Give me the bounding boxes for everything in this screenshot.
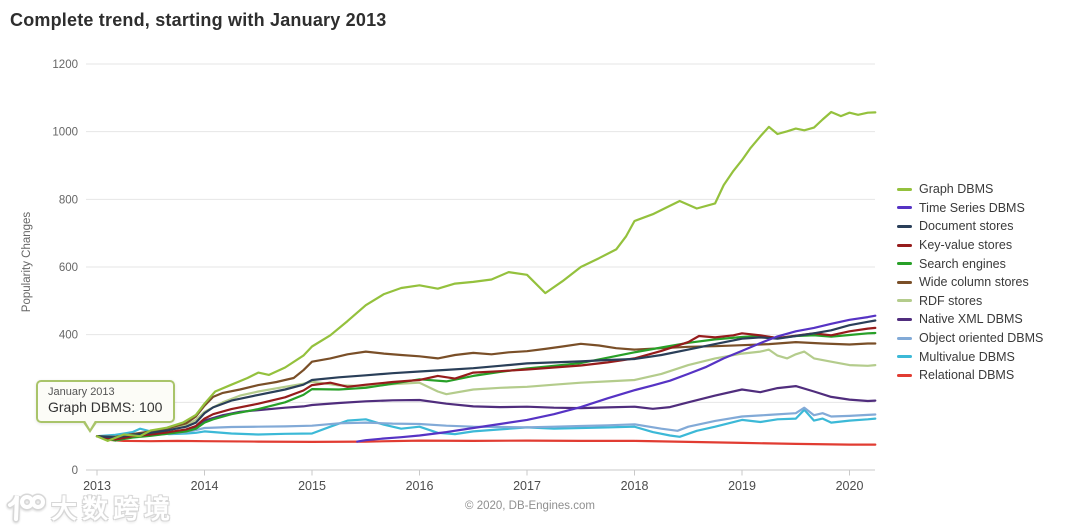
legend-label: Wide column stores xyxy=(919,275,1029,290)
series-line-graph-dbms[interactable] xyxy=(95,110,877,442)
series-line-time-series-dbms[interactable] xyxy=(356,314,877,443)
tooltip-date: January 2013 xyxy=(48,386,115,398)
chart-legend: Graph DBMS Time Series DBMS Document store… xyxy=(897,180,1043,385)
x-tick-label: 2019 xyxy=(728,479,756,493)
y-tick-label: 400 xyxy=(59,330,78,342)
series-line-wide-column-stores[interactable] xyxy=(95,341,877,438)
y-tick-label: 800 xyxy=(59,194,78,206)
y-tick-label: 600 xyxy=(59,262,78,274)
series-line-relational-dbms[interactable] xyxy=(95,435,877,446)
y-tick-label: 0 xyxy=(72,465,78,477)
x-tick-label: 2017 xyxy=(513,479,541,493)
legend-swatch-icon xyxy=(897,262,912,266)
legend-swatch-icon xyxy=(897,299,912,303)
series-line-object-oriented-dbms[interactable] xyxy=(95,406,877,439)
series-line-multivalue-dbms[interactable] xyxy=(95,408,877,438)
series-line-search-engines[interactable] xyxy=(95,331,877,442)
legend-item-wide-column-stores[interactable]: Wide column stores xyxy=(897,273,1043,292)
legend-item-relational-dbms[interactable]: Relational DBMS xyxy=(897,366,1043,385)
legend-item-multivalue-dbms[interactable]: Multivalue DBMS xyxy=(897,347,1043,366)
page-title: Complete trend, starting with January 20… xyxy=(10,10,387,30)
legend-label: Object oriented DBMS xyxy=(919,331,1044,346)
legend-swatch-icon xyxy=(897,243,912,247)
legend-swatch-icon xyxy=(897,317,912,321)
legend-item-document-stores[interactable]: Document stores xyxy=(897,217,1043,236)
legend-item-time-series-dbms[interactable]: Time Series DBMS xyxy=(897,199,1043,218)
copyright-credit: © 2020, DB-Engines.com xyxy=(465,500,595,512)
legend-label: Multivalue DBMS xyxy=(919,349,1015,364)
legend-item-object-oriented-dbms[interactable]: Object oriented DBMS xyxy=(897,329,1043,348)
tooltip-value: Graph DBMS: 100 xyxy=(48,399,163,415)
legend-swatch-icon xyxy=(897,373,912,377)
y-tick-label: 1000 xyxy=(52,127,78,139)
tooltip-pointer-fill xyxy=(84,419,96,429)
legend-item-rdf-stores[interactable]: RDF stores xyxy=(897,292,1043,311)
legend-swatch-icon xyxy=(897,187,912,191)
x-tick-label: 2018 xyxy=(621,479,649,493)
x-tick-label: 2020 xyxy=(836,479,864,493)
legend-label: Time Series DBMS xyxy=(919,200,1025,215)
legend-item-search-engines[interactable]: Search engines xyxy=(897,254,1043,273)
x-tick-label: 2013 xyxy=(83,479,111,493)
x-tick-label: 2016 xyxy=(406,479,434,493)
legend-item-native-xml-dbms[interactable]: Native XML DBMS xyxy=(897,310,1043,329)
legend-label: Graph DBMS xyxy=(919,182,994,197)
legend-item-graph-dbms[interactable]: Graph DBMS xyxy=(897,180,1043,199)
legend-label: Search engines xyxy=(919,256,1006,271)
legend-swatch-icon xyxy=(897,336,912,340)
series-line-key-value-stores[interactable] xyxy=(95,326,877,441)
y-tick-label: 1200 xyxy=(52,59,78,71)
legend-label: Relational DBMS xyxy=(919,368,1015,383)
legend-label: Key-value stores xyxy=(919,238,1013,253)
datapoint-tooltip: January 2013 Graph DBMS: 100 xyxy=(36,380,176,433)
legend-item-key-value-stores[interactable]: Key-value stores xyxy=(897,236,1043,255)
legend-label: Document stores xyxy=(919,219,1014,234)
x-tick-label: 2015 xyxy=(298,479,326,493)
x-tick-label: 2014 xyxy=(191,479,219,493)
legend-swatch-icon xyxy=(897,206,912,210)
legend-swatch-icon xyxy=(897,355,912,359)
legend-swatch-icon xyxy=(897,224,912,228)
legend-label: Native XML DBMS xyxy=(919,312,1023,327)
legend-swatch-icon xyxy=(897,280,912,284)
legend-label: RDF stores xyxy=(919,293,983,308)
